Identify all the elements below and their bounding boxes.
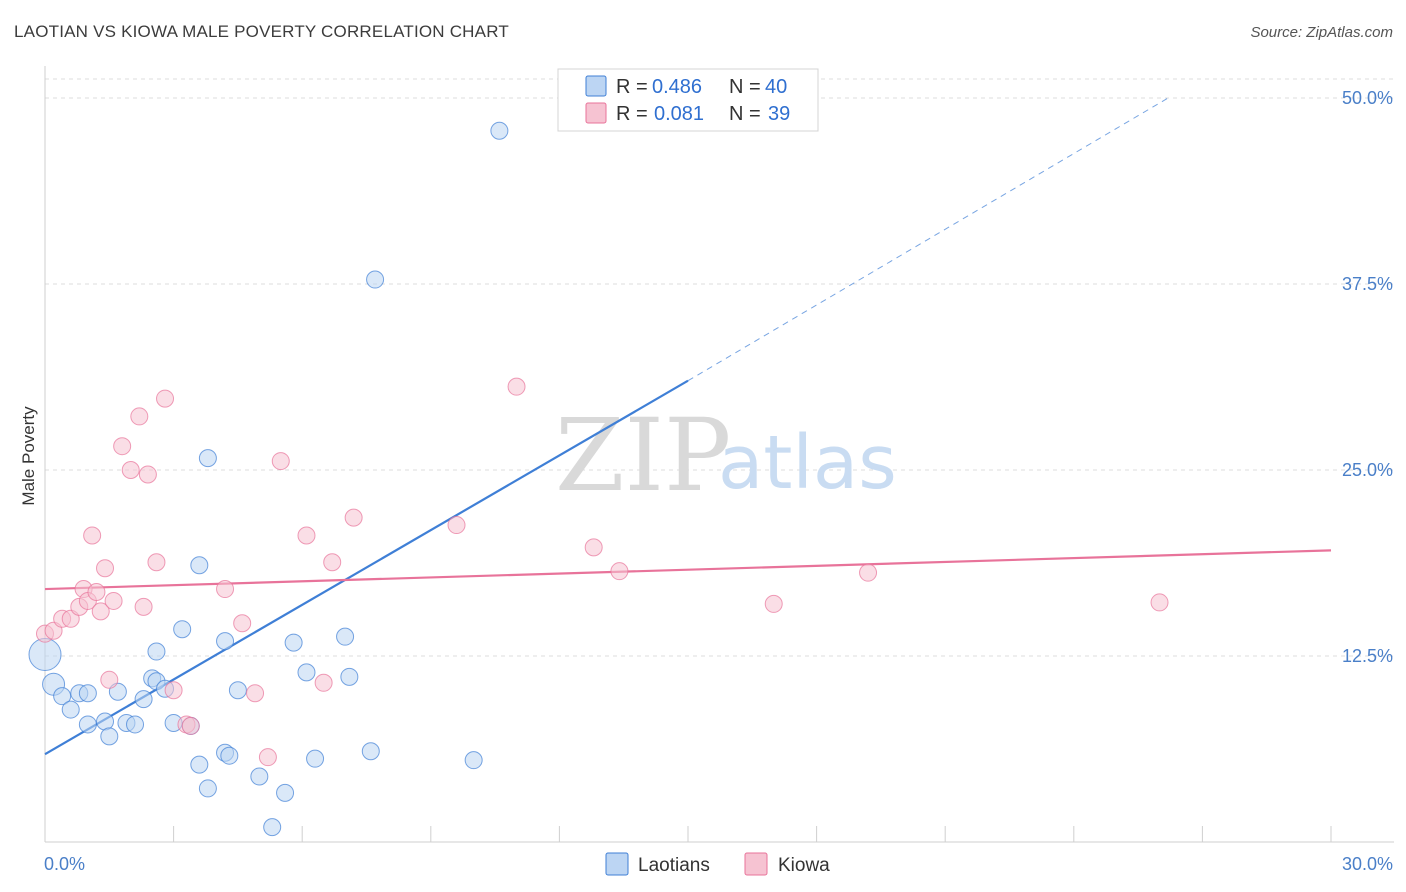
source-label: Source: ZipAtlas.com bbox=[1250, 24, 1393, 41]
kiowa-point bbox=[271, 452, 290, 471]
kiowa-trend-line bbox=[44, 549, 1332, 591]
legend-r-label: R = bbox=[616, 103, 648, 125]
laotians-point bbox=[61, 700, 80, 719]
legend-n-label: N = bbox=[729, 76, 761, 98]
y-axis-label: Male Poverty bbox=[19, 406, 38, 506]
laotians-point bbox=[53, 687, 72, 706]
laotians-point bbox=[250, 767, 269, 786]
legend-swatch-kiowa bbox=[585, 102, 607, 124]
laotians-point bbox=[198, 779, 217, 798]
laotians-point bbox=[306, 749, 325, 768]
bottom-legend-kiowa: Kiowa bbox=[778, 855, 830, 876]
legend-r-value: 0.486 bbox=[652, 76, 702, 98]
kiowa-point bbox=[121, 461, 140, 479]
bottom-legend-swatch-kiowa bbox=[744, 852, 768, 876]
kiowa-point bbox=[216, 580, 235, 599]
kiowa-point bbox=[104, 591, 123, 610]
kiowa-point bbox=[181, 716, 200, 735]
legend-r-value: 0.081 bbox=[654, 103, 704, 125]
kiowa-point bbox=[859, 563, 878, 582]
kiowa-point bbox=[156, 389, 175, 408]
kiowa-point bbox=[447, 516, 466, 535]
bottom-legend-swatch-laotians bbox=[605, 852, 629, 876]
watermark-zip: ZIP bbox=[555, 397, 731, 514]
laotians-point bbox=[96, 712, 115, 731]
laotians-point bbox=[340, 667, 359, 686]
y-tick-labels: 12.5% 25.0% 37.5% 50.0% bbox=[1342, 88, 1393, 666]
kiowa-point bbox=[96, 559, 115, 578]
laotians-point bbox=[198, 449, 217, 468]
kiowa-point bbox=[100, 670, 119, 689]
kiowa-point bbox=[764, 594, 783, 613]
data-points bbox=[28, 121, 1169, 837]
laotians-point bbox=[173, 620, 192, 639]
kiowa-point bbox=[138, 465, 157, 484]
kiowa-point bbox=[91, 602, 110, 621]
kiowa-point bbox=[297, 526, 316, 545]
laotians-point bbox=[134, 690, 153, 709]
x-tick-label: 0.0% bbox=[44, 854, 85, 874]
legend-r-label: R = bbox=[616, 76, 648, 98]
legend: R = 0.486 N = 40 R = 0.081 N = 39 bbox=[557, 68, 819, 132]
y-tick-label: 12.5% bbox=[1342, 646, 1393, 666]
chart-title: LAOTIAN VS KIOWA MALE POVERTY CORRELATIO… bbox=[14, 22, 509, 41]
laotians-trend-line bbox=[44, 379, 689, 756]
laotians-point bbox=[490, 121, 509, 140]
laotians-point bbox=[361, 742, 380, 761]
bottom-legend-laotians: Laotians bbox=[638, 855, 710, 876]
laotians-point bbox=[464, 751, 483, 770]
y-tick-label: 25.0% bbox=[1342, 460, 1393, 480]
legend-n-label: N = bbox=[729, 103, 761, 125]
laotians-point bbox=[216, 632, 235, 651]
laotians-point bbox=[28, 638, 62, 672]
y-tick-label: 50.0% bbox=[1342, 88, 1393, 108]
laotians-point bbox=[190, 755, 209, 774]
kiowa-point bbox=[113, 437, 132, 456]
watermark-atlas: atlas bbox=[718, 420, 897, 506]
laotians-point bbox=[336, 627, 355, 646]
kiowa-point bbox=[610, 562, 629, 581]
laotians-point bbox=[100, 727, 119, 746]
kiowa-point bbox=[147, 553, 166, 572]
laotians-point bbox=[284, 633, 303, 652]
legend-swatch-laotians bbox=[585, 75, 607, 97]
kiowa-point bbox=[134, 597, 153, 616]
trend-lines bbox=[44, 97, 1332, 756]
y-tick-label: 37.5% bbox=[1342, 274, 1393, 294]
kiowa-point bbox=[344, 508, 363, 527]
kiowa-point bbox=[584, 538, 603, 557]
laotians-point bbox=[220, 746, 239, 765]
kiowa-point bbox=[507, 377, 526, 396]
laotians-point bbox=[263, 818, 282, 837]
legend-n-value: 40 bbox=[765, 76, 787, 98]
laotians-point bbox=[228, 681, 247, 700]
laotians-trend-extension bbox=[687, 97, 1169, 382]
laotians-point bbox=[78, 684, 97, 703]
kiowa-point bbox=[164, 681, 183, 700]
kiowa-point bbox=[233, 614, 252, 633]
laotians-point bbox=[276, 783, 295, 802]
x-tick-label: 30.0% bbox=[1342, 854, 1393, 874]
kiowa-point bbox=[87, 583, 106, 602]
bottom-legend: Laotians Kiowa bbox=[605, 852, 830, 876]
laotians-point bbox=[297, 663, 316, 682]
laotians-point bbox=[147, 642, 166, 661]
kiowa-point bbox=[83, 526, 102, 545]
kiowa-point bbox=[258, 748, 277, 767]
legend-n-value: 39 bbox=[768, 103, 790, 125]
laotians-point bbox=[78, 715, 97, 734]
laotians-point bbox=[126, 715, 145, 734]
kiowa-point bbox=[323, 553, 342, 572]
laotians-point bbox=[366, 270, 385, 289]
watermark: ZIP atlas bbox=[555, 397, 897, 514]
x-tick-labels: 0.0% 30.0% bbox=[44, 854, 1393, 874]
laotians-point bbox=[190, 556, 209, 575]
axes bbox=[44, 66, 1394, 843]
kiowa-point bbox=[130, 407, 149, 426]
kiowa-point bbox=[314, 673, 333, 692]
kiowa-point bbox=[1150, 593, 1169, 612]
kiowa-point bbox=[246, 684, 265, 703]
